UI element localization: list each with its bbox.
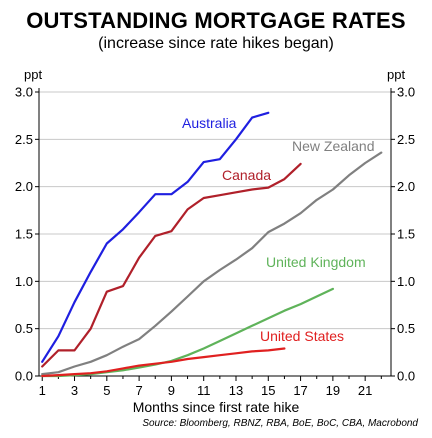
series-labels: Australia Canada New Zealand United Kingdom…	[182, 115, 375, 344]
y-tick-label-right: 2.5	[397, 132, 415, 147]
x-tick-label: 19	[326, 383, 340, 398]
x-axis-label: Months since first rate hike	[133, 399, 300, 415]
source-note: Source: Bloomberg, RBNZ, RBA, BoE, BoC, …	[142, 418, 418, 429]
series-label-australia: Australia	[182, 115, 237, 131]
chart-subtitle: (increase since rate hikes began)	[98, 35, 334, 52]
y-tick-label-right: 2.0	[397, 179, 415, 194]
y-tick-label-left: 0.5	[15, 321, 33, 336]
x-tick-label: 21	[358, 383, 372, 398]
y-tick-label-left: 1.0	[15, 274, 33, 289]
y-tick-label-right: 1.5	[397, 227, 415, 242]
y-tick-label-right: 0.5	[397, 321, 415, 336]
series-label-new-zealand: New Zealand	[292, 138, 375, 154]
y-tick-label-right: 1.0	[397, 274, 415, 289]
x-tick-label: 15	[261, 383, 275, 398]
y-unit-right: ppt	[387, 67, 405, 82]
y-tick-label-left: 2.5	[15, 132, 33, 147]
x-tick-label: 17	[293, 383, 307, 398]
series-line-united-states	[41, 347, 286, 378]
series-label-united-kingdom: United Kingdom	[266, 254, 366, 270]
x-tick-label: 9	[168, 383, 175, 398]
y-tick-label-left: 0.0	[15, 369, 33, 384]
x-tick-label: 7	[135, 383, 142, 398]
x-tick-label: 5	[103, 383, 110, 398]
series-line-australia	[41, 111, 270, 363]
x-tick-label: 1	[39, 383, 46, 398]
x-tick-label: 11	[197, 383, 211, 398]
y-tick-label-right: 0.0	[397, 369, 415, 384]
series-line-new-zealand	[41, 151, 383, 376]
series-lines	[41, 111, 383, 378]
chart-title: OUTSTANDING MORTGAGE RATES	[26, 8, 406, 33]
series-label-united-states: United States	[260, 328, 344, 344]
y-tick-label-right: 3.0	[397, 85, 415, 100]
series-label-canada: Canada	[222, 167, 271, 183]
y-tick-label-left: 2.0	[15, 179, 33, 194]
series-line-canada	[41, 162, 302, 368]
axes: 0.0 0.0 0.5 0.5 1.0 1.0 1.5 1.5 2.0 2.0 2.5 2.5 3.0 3…	[15, 85, 415, 399]
x-tick-label: 13	[229, 383, 243, 398]
y-tick-label-left: 3.0	[15, 85, 33, 100]
y-tick-label-left: 1.5	[15, 227, 33, 242]
x-tick-label: 3	[71, 383, 78, 398]
y-unit-left: ppt	[24, 67, 42, 82]
